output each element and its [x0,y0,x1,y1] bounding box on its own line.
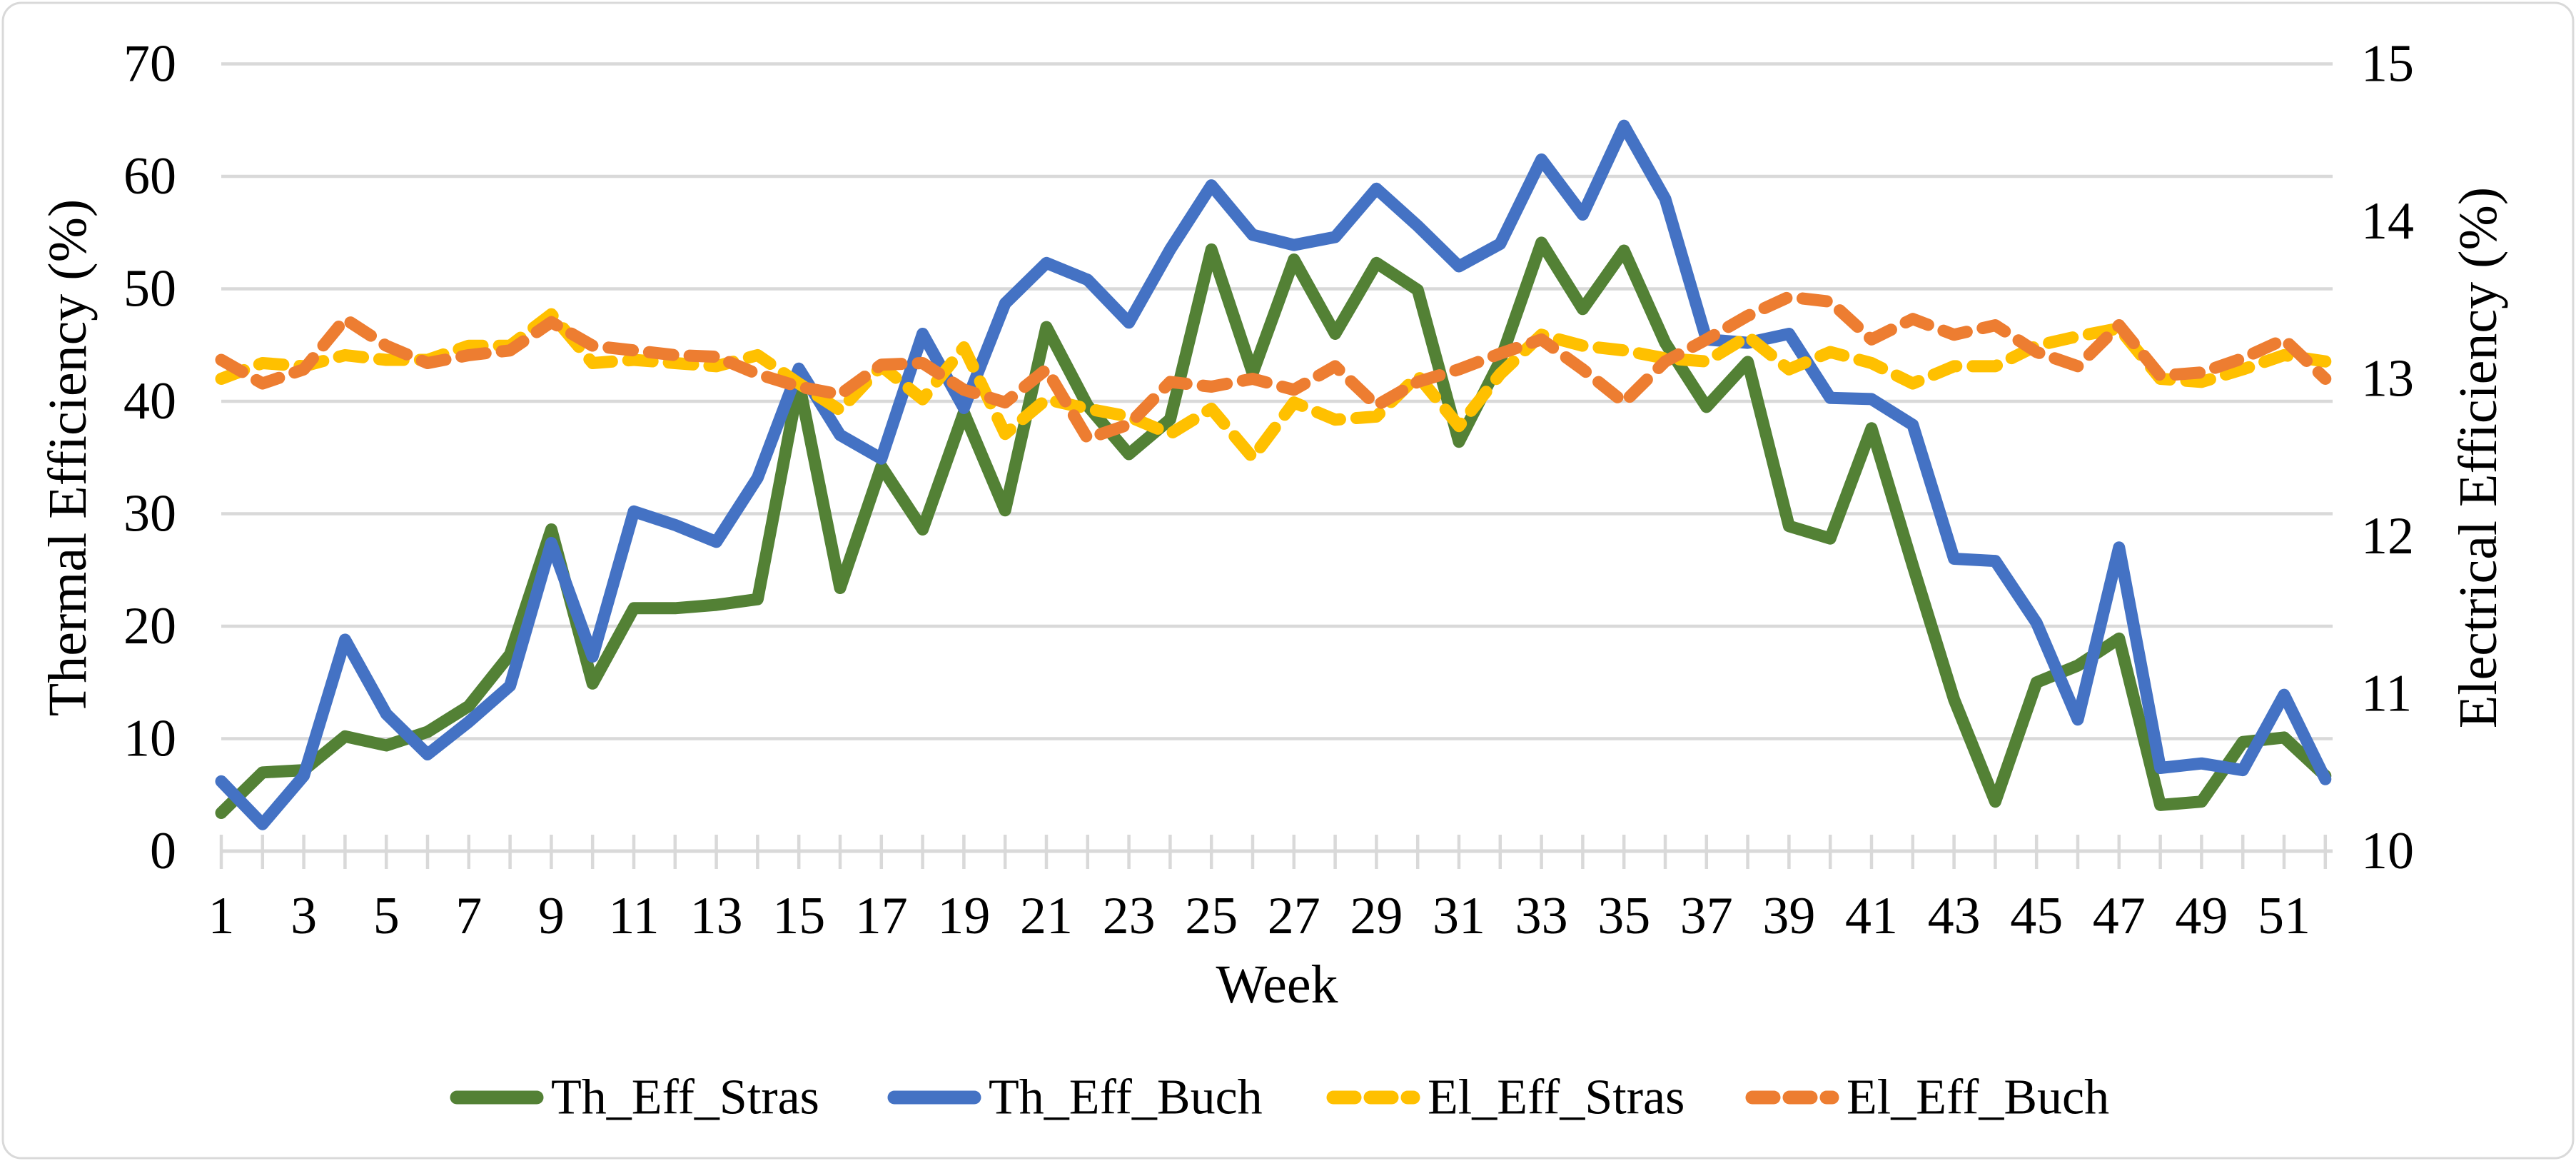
y-left-label-50: 50 [123,260,176,318]
x-label-week-47: 47 [2093,887,2146,945]
right-axis-title: Electrical Efficiency (%) [2448,187,2508,728]
x-axis-labels: 1 3 5 7 9 11 13 15 17 19 21 23 25 27 29 31 33 35 37 39 41 43 4… [208,887,2311,945]
x-label-week-25: 25 [1185,887,1238,945]
legend-item-El_Eff_Stras: El_Eff_Stras [1326,1070,1684,1125]
legend: Th_Eff_Stras Th_Eff_Buch El_Eff_Stras El_Ef… [450,1070,2109,1125]
x-label-week-13: 13 [690,887,743,945]
y-left-label-60: 60 [123,147,176,206]
y-right-label-10: 10 [2361,822,2414,880]
legend-item-Th_Eff_Buch: Th_Eff_Buch [887,1070,1263,1125]
x-label-week-1: 1 [208,887,235,945]
x-label-week-39: 39 [1762,887,1815,945]
legend-label-El_Eff_Stras: El_Eff_Stras [1428,1070,1684,1125]
y-right-label-14: 14 [2361,192,2414,251]
y-left-label-30: 30 [123,485,176,543]
legend-item-El_Eff_Buch: El_Eff_Buch [1745,1070,2109,1125]
x-label-week-27: 27 [1268,887,1320,945]
left-axis-title: Thermal Efficiency (%) [38,199,98,716]
x-label-week-21: 21 [1020,887,1073,945]
y-right-label-11: 11 [2361,665,2412,723]
x-axis [219,835,2333,869]
x-label-week-31: 31 [1433,887,1485,945]
x-label-week-45: 45 [2010,887,2063,945]
x-label-week-23: 23 [1103,887,1156,945]
x-label-week-37: 37 [1680,887,1733,945]
x-label-week-33: 33 [1515,887,1568,945]
series-lines [215,119,2332,830]
x-label-week-15: 15 [772,887,825,945]
x-label-week-43: 43 [1928,887,1981,945]
y-axis-labels-left: 0 10 20 30 40 50 60 70 [123,35,176,881]
x-label-week-19: 19 [937,887,990,945]
legend-label-Th_Eff_Buch: Th_Eff_Buch [989,1070,1263,1125]
x-label-week-41: 41 [1845,887,1898,945]
x-label-week-7: 7 [455,887,482,945]
x-axis-title: Week [1216,955,1338,1015]
legend-item-Th_Eff_Stras: Th_Eff_Stras [450,1070,819,1125]
x-label-week-35: 35 [1597,887,1650,945]
x-label-week-3: 3 [291,887,317,945]
legend-label-El_Eff_Buch: El_Eff_Buch [1847,1070,2109,1125]
y-right-label-12: 12 [2361,507,2414,566]
y-left-label-0: 0 [150,822,176,880]
x-label-week-29: 29 [1350,887,1403,945]
x-label-week-11: 11 [608,887,659,945]
x-label-week-5: 5 [373,887,400,945]
series-line-El_Eff_Buch [215,291,2332,445]
y-left-label-20: 20 [123,597,176,655]
legend-label-Th_Eff_Stras: Th_Eff_Stras [551,1070,819,1125]
series-line-Th_Eff_Buch [215,119,2332,830]
y-axis-labels-right: 10 11 12 13 14 15 [2361,35,2414,881]
x-label-week-9: 9 [538,887,565,945]
y-left-label-10: 10 [123,710,176,768]
x-label-week-49: 49 [2175,887,2228,945]
y-right-label-15: 15 [2361,35,2414,94]
x-label-week-17: 17 [855,887,908,945]
x-label-week-51: 51 [2258,887,2310,945]
y-left-label-40: 40 [123,372,176,431]
y-left-label-70: 70 [123,35,176,94]
y-right-label-13: 13 [2361,350,2414,408]
